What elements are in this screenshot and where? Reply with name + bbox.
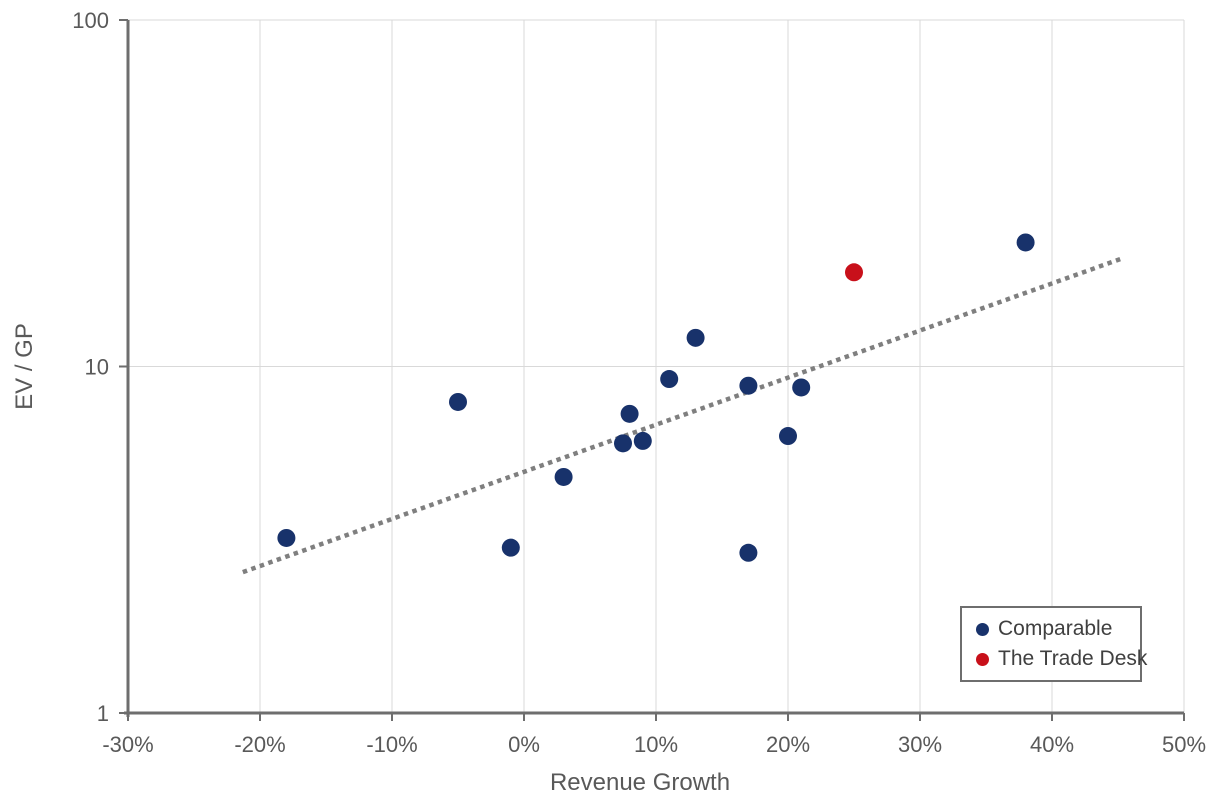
x-tick-label: -10%	[366, 732, 417, 757]
data-point-comparable	[779, 427, 797, 446]
legend-item-comparable: Comparable	[976, 617, 1140, 641]
x-tick-label: 0%	[508, 732, 540, 757]
data-point-comparable	[739, 376, 758, 395]
data-point-comparable	[1016, 233, 1035, 252]
y-tick-label: 100	[72, 8, 109, 33]
legend-item-trade-desk: The Trade Desk	[976, 647, 1147, 671]
data-point-comparable	[501, 538, 520, 557]
data-point-the-trade-desk	[845, 263, 863, 282]
data-point-comparable	[686, 328, 705, 347]
data-point-comparable	[277, 528, 296, 547]
legend-label-comparable: Comparable	[998, 617, 1113, 640]
x-axis-title: Revenue Growth	[550, 769, 730, 796]
trade-desk-marker-icon	[976, 652, 989, 666]
trendline	[242, 256, 1123, 575]
y-tick-label: 10	[85, 355, 109, 380]
data-point-comparable	[739, 543, 758, 562]
legend-label-trade-desk: The Trade Desk	[998, 647, 1148, 670]
data-point-comparable	[660, 370, 679, 389]
data-point-comparable	[614, 434, 632, 453]
x-tick-label: 20%	[766, 732, 810, 757]
data-point-comparable	[792, 378, 811, 397]
x-tick-label: -20%	[234, 732, 285, 757]
x-tick-label: 10%	[634, 732, 678, 757]
comparable-marker-icon	[976, 622, 989, 636]
x-tick-label: 40%	[1030, 732, 1074, 757]
data-point-comparable	[449, 392, 467, 411]
y-axis-title: EV / GP	[11, 323, 38, 410]
data-point-comparable	[633, 431, 652, 450]
x-tick-label: 50%	[1162, 732, 1206, 757]
chart-legend: Comparable The Trade Desk	[960, 606, 1147, 682]
y-tick-label: 1	[97, 701, 109, 726]
data-point-comparable	[620, 404, 639, 423]
x-tick-label: 30%	[898, 732, 942, 757]
data-point-comparable	[554, 467, 573, 486]
x-tick-label: -30%	[102, 732, 153, 757]
